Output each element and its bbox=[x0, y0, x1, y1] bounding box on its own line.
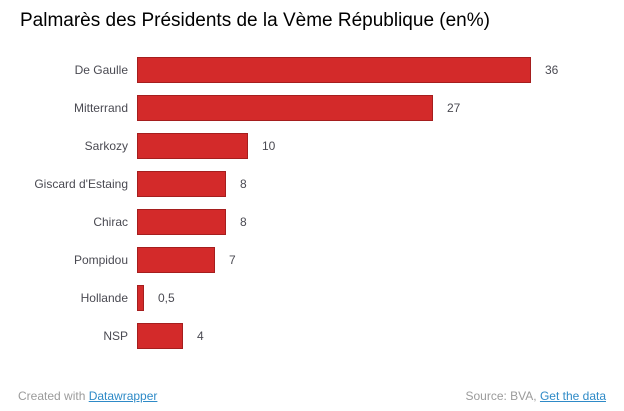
bar-row: Sarkozy 10 bbox=[0, 127, 624, 165]
bar-row: Hollande 0,5 bbox=[0, 279, 624, 317]
bar bbox=[137, 247, 215, 273]
value-label: 10 bbox=[262, 139, 276, 153]
attribution: Created with Datawrapper bbox=[18, 389, 157, 403]
category-label: Giscard d'Estaing bbox=[34, 177, 128, 191]
bar-row: Chirac 8 bbox=[0, 203, 624, 241]
category-label: NSP bbox=[103, 329, 128, 343]
get-the-data-link[interactable]: Get the data bbox=[539, 389, 606, 403]
value-label: 0,5 bbox=[158, 291, 175, 305]
bar-chart: De Gaulle 36 Mitterrand 27 Sarkozy 10 Gi… bbox=[0, 51, 624, 355]
value-label: 27 bbox=[447, 101, 461, 115]
bar-row: De Gaulle 36 bbox=[0, 51, 624, 89]
source-text: Source: BVA, bbox=[465, 389, 540, 403]
bar-row: NSP 4 bbox=[0, 317, 624, 355]
bar-rows: De Gaulle 36 Mitterrand 27 Sarkozy 10 Gi… bbox=[0, 51, 624, 355]
datawrapper-link[interactable]: Datawrapper bbox=[88, 389, 158, 403]
bar bbox=[137, 323, 183, 349]
value-label: 4 bbox=[197, 329, 204, 343]
footer: Created with Datawrapper Source: BVA, Ge… bbox=[18, 389, 606, 403]
category-label: De Gaulle bbox=[74, 63, 128, 77]
value-label: 7 bbox=[229, 253, 236, 267]
category-label: Mitterrand bbox=[73, 101, 128, 115]
bar bbox=[137, 95, 433, 121]
category-label: Sarkozy bbox=[84, 139, 128, 153]
category-label: Chirac bbox=[93, 215, 128, 229]
source: Source: BVA, Get the data bbox=[465, 389, 606, 403]
bar-row: Mitterrand 27 bbox=[0, 89, 624, 127]
bar bbox=[137, 209, 226, 235]
bar bbox=[137, 285, 144, 311]
value-label: 8 bbox=[240, 177, 247, 191]
bar bbox=[137, 57, 531, 83]
category-label: Pompidou bbox=[73, 253, 128, 267]
bar bbox=[137, 133, 248, 159]
bar-row: Giscard d'Estaing 8 bbox=[0, 165, 624, 203]
created-with-text: Created with bbox=[18, 389, 89, 403]
bar-row: Pompidou 7 bbox=[0, 241, 624, 279]
chart-title: Palmarès des Présidents de la Vème Répub… bbox=[20, 10, 490, 31]
value-label: 8 bbox=[240, 215, 247, 229]
bar bbox=[137, 171, 226, 197]
value-label: 36 bbox=[545, 63, 559, 77]
category-label: Hollande bbox=[80, 291, 128, 305]
